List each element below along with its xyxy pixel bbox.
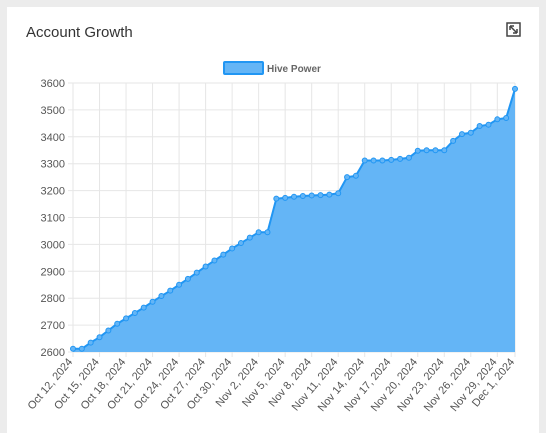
data-point[interactable] [229, 245, 236, 252]
data-point[interactable] [140, 304, 147, 311]
data-point[interactable] [467, 129, 474, 136]
data-point[interactable] [237, 240, 244, 247]
data-point[interactable] [344, 174, 351, 181]
data-point[interactable] [264, 229, 271, 236]
expand-icon[interactable] [506, 22, 521, 37]
data-point[interactable] [291, 193, 297, 200]
legend-label: Hive Power [267, 64, 321, 75]
data-point[interactable] [352, 172, 359, 179]
data-point[interactable] [476, 123, 483, 130]
y-tick-label: 2700 [41, 320, 65, 332]
data-point[interactable] [450, 137, 457, 144]
y-tick-label: 3000 [41, 239, 65, 251]
data-point[interactable] [326, 191, 333, 198]
data-point[interactable] [308, 192, 315, 199]
data-point[interactable] [220, 251, 227, 258]
area-fill [73, 88, 515, 353]
data-point[interactable] [282, 194, 289, 201]
y-tick-label: 3400 [41, 132, 65, 144]
data-point[interactable] [211, 257, 218, 264]
data-point[interactable] [361, 157, 368, 164]
data-point[interactable] [149, 298, 156, 305]
data-point[interactable] [96, 334, 103, 341]
y-tick-label: 2800 [41, 293, 65, 305]
data-point[interactable] [193, 269, 200, 276]
data-point[interactable] [512, 85, 518, 92]
data-point[interactable] [273, 195, 280, 202]
data-point[interactable] [176, 281, 183, 288]
data-point[interactable] [87, 339, 94, 346]
data-point[interactable] [379, 157, 386, 164]
data-point[interactable] [317, 192, 324, 199]
data-point[interactable] [167, 287, 174, 294]
data-point[interactable] [405, 154, 412, 161]
data-point[interactable] [432, 147, 439, 154]
data-point[interactable] [255, 229, 262, 236]
data-point[interactable] [105, 327, 112, 334]
data-point[interactable] [414, 147, 421, 154]
data-point[interactable] [503, 114, 510, 121]
y-tick-label: 3200 [41, 186, 65, 198]
data-point[interactable] [423, 147, 430, 154]
data-point[interactable] [299, 192, 306, 199]
data-point[interactable] [458, 131, 465, 138]
data-point[interactable] [370, 157, 377, 164]
data-point[interactable] [246, 234, 253, 241]
data-point[interactable] [397, 155, 404, 162]
series-points [70, 85, 518, 352]
data-point[interactable] [202, 263, 209, 270]
data-point[interactable] [131, 310, 138, 316]
y-tick-label: 2600 [41, 347, 65, 359]
card-title: Account Growth [26, 24, 133, 41]
y-tick-label: 3100 [41, 213, 65, 225]
data-point[interactable] [123, 315, 130, 322]
y-tick-label: 3500 [41, 105, 65, 117]
data-point[interactable] [158, 293, 165, 300]
data-point[interactable] [78, 345, 85, 352]
y-tick-label: 3300 [41, 159, 65, 171]
y-axis-ticks: 2600 2700 2800 2900 3000 3100 3200 3300 3400 3500… [41, 78, 65, 359]
data-point[interactable] [70, 345, 76, 352]
series-area [73, 88, 516, 353]
y-tick-label: 3600 [41, 78, 65, 90]
data-point[interactable] [494, 116, 501, 123]
data-point[interactable] [114, 320, 121, 327]
data-point[interactable] [441, 147, 448, 154]
y-tick-label: 2900 [41, 266, 65, 278]
data-point[interactable] [388, 156, 395, 163]
data-point[interactable] [184, 275, 191, 282]
legend-swatch [223, 61, 264, 75]
data-point[interactable] [485, 121, 492, 128]
data-point[interactable] [335, 190, 342, 197]
chart-legend[interactable]: Hive Power [223, 61, 321, 75]
